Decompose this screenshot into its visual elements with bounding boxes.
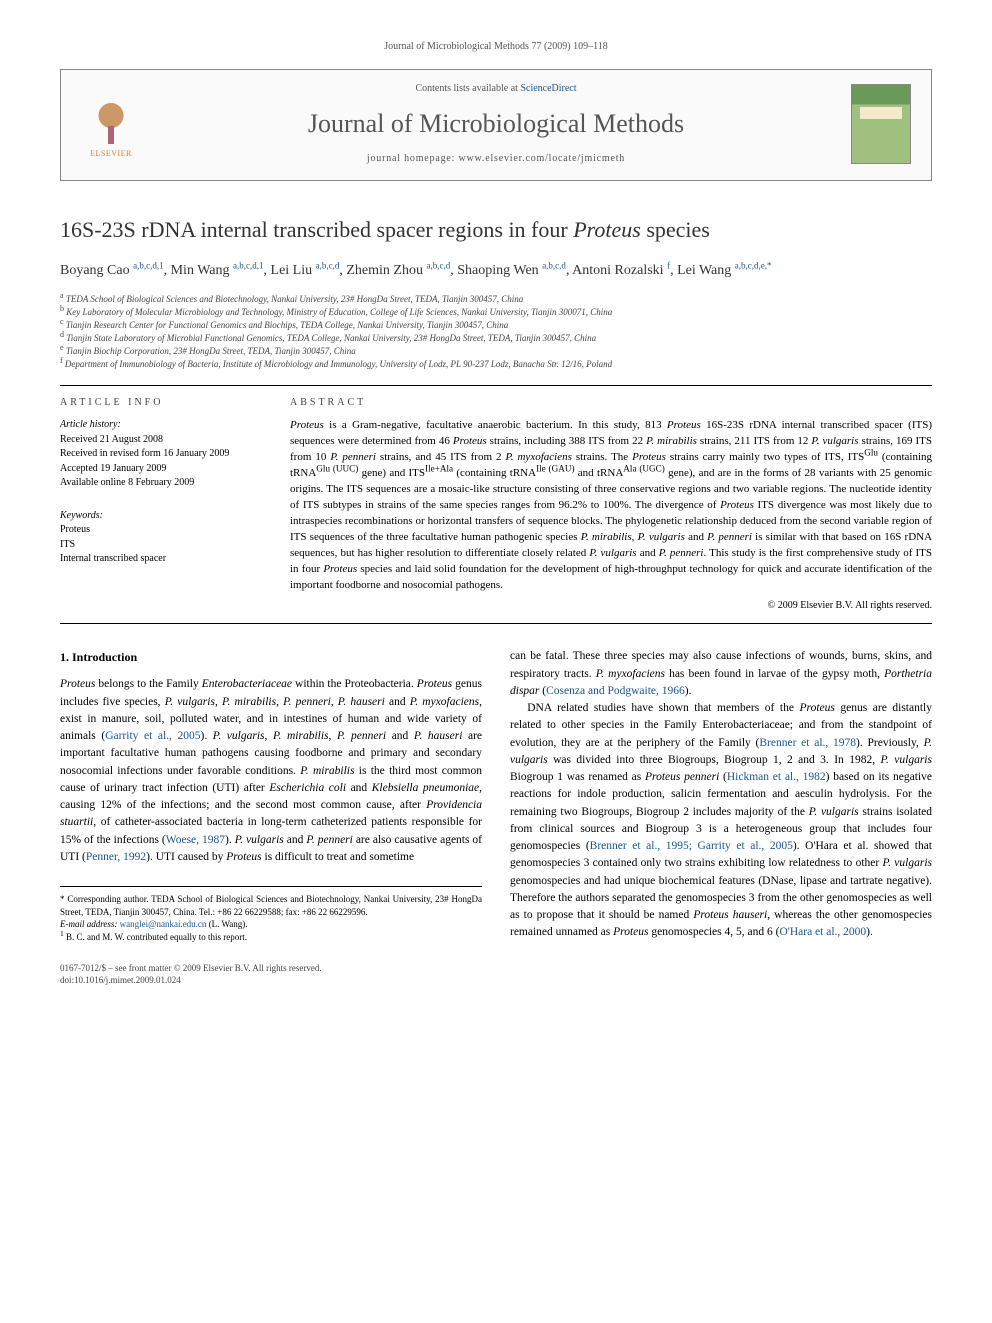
- doi-line: doi:10.1016/j.mimet.2009.01.024: [60, 974, 482, 987]
- keyword: Internal transcribed spacer: [60, 552, 260, 567]
- history-received: Received 21 August 2008: [60, 433, 260, 448]
- divider: [60, 623, 932, 624]
- abstract-block: ABSTRACT Proteus is a Gram-negative, fac…: [290, 396, 932, 613]
- corresponding-email-link[interactable]: wanglei@nankai.edu.cn: [120, 919, 207, 929]
- affiliations: a TEDA School of Biological Sciences and…: [60, 293, 932, 371]
- keyword: ITS: [60, 538, 260, 553]
- homepage-url: www.elsevier.com/locate/jmicmeth: [459, 153, 626, 164]
- intro-text-right: can be fatal. These three species may al…: [510, 648, 932, 941]
- article-info-heading: ARTICLE INFO: [60, 396, 260, 410]
- author-list: Boyang Cao a,b,c,d,1, Min Wang a,b,c,d,1…: [60, 260, 932, 281]
- contents-line: Contents lists available at ScienceDirec…: [141, 82, 851, 96]
- article-info-block: ARTICLE INFO Article history: Received 2…: [60, 396, 260, 613]
- publisher-label: ELSEVIER: [90, 148, 132, 159]
- history-revised: Received in revised form 16 January 2009: [60, 447, 260, 462]
- journal-title: Journal of Microbiological Methods: [141, 106, 851, 142]
- abstract-heading: ABSTRACT: [290, 396, 932, 410]
- contents-prefix: Contents lists available at: [415, 83, 520, 94]
- body-column-right: can be fatal. These three species may al…: [510, 648, 932, 986]
- history-accepted: Accepted 19 January 2009: [60, 462, 260, 477]
- article-title: 16S-23S rDNA internal transcribed spacer…: [60, 216, 932, 244]
- history-online: Available online 8 February 2009: [60, 476, 260, 491]
- body-column-left: 1. Introduction Proteus belongs to the F…: [60, 648, 482, 986]
- footnotes: * Corresponding author. TEDA School of B…: [60, 886, 482, 943]
- email-label: E-mail address:: [60, 919, 117, 929]
- sciencedirect-link[interactable]: ScienceDirect: [520, 83, 576, 94]
- section-heading-introduction: 1. Introduction: [60, 648, 482, 666]
- running-header: Journal of Microbiological Methods 77 (2…: [60, 40, 932, 54]
- journal-homepage: journal homepage: www.elsevier.com/locat…: [141, 152, 851, 166]
- abstract-copyright: © 2009 Elsevier B.V. All rights reserved…: [290, 599, 932, 613]
- front-matter-line: 0167-7012/$ – see front matter © 2009 El…: [60, 962, 482, 987]
- affiliation-c: Tianjin Research Center for Functional G…: [66, 320, 508, 330]
- email-attribution: (L. Wang).: [209, 919, 248, 929]
- journal-cover-thumbnail: [851, 84, 911, 164]
- divider: [60, 385, 932, 386]
- affiliation-b: Key Laboratory of Molecular Microbiology…: [66, 307, 612, 317]
- affiliation-e: Tianjin Biochip Corporation, 23# HongDa …: [66, 346, 356, 356]
- equal-contribution-note: B. C. and M. W. contributed equally to t…: [66, 932, 247, 942]
- elsevier-logo: ELSEVIER: [81, 89, 141, 159]
- journal-header-box: ELSEVIER Contents lists available at Sci…: [60, 69, 932, 181]
- affiliation-f: Department of Immunobiology of Bacteria,…: [65, 359, 612, 369]
- intro-text-left: Proteus belongs to the Family Enterobact…: [60, 676, 482, 866]
- affiliation-a: TEDA School of Biological Sciences and B…: [66, 294, 523, 304]
- keyword: Proteus: [60, 524, 90, 535]
- abstract-text: Proteus is a Gram-negative, facultative …: [290, 418, 932, 593]
- keywords-label: Keywords:: [60, 509, 260, 524]
- corresponding-author-note: * Corresponding author. TEDA School of B…: [60, 893, 482, 918]
- affiliation-d: Tianjin State Laboratory of Microbial Fu…: [66, 333, 596, 343]
- history-label: Article history:: [60, 418, 260, 433]
